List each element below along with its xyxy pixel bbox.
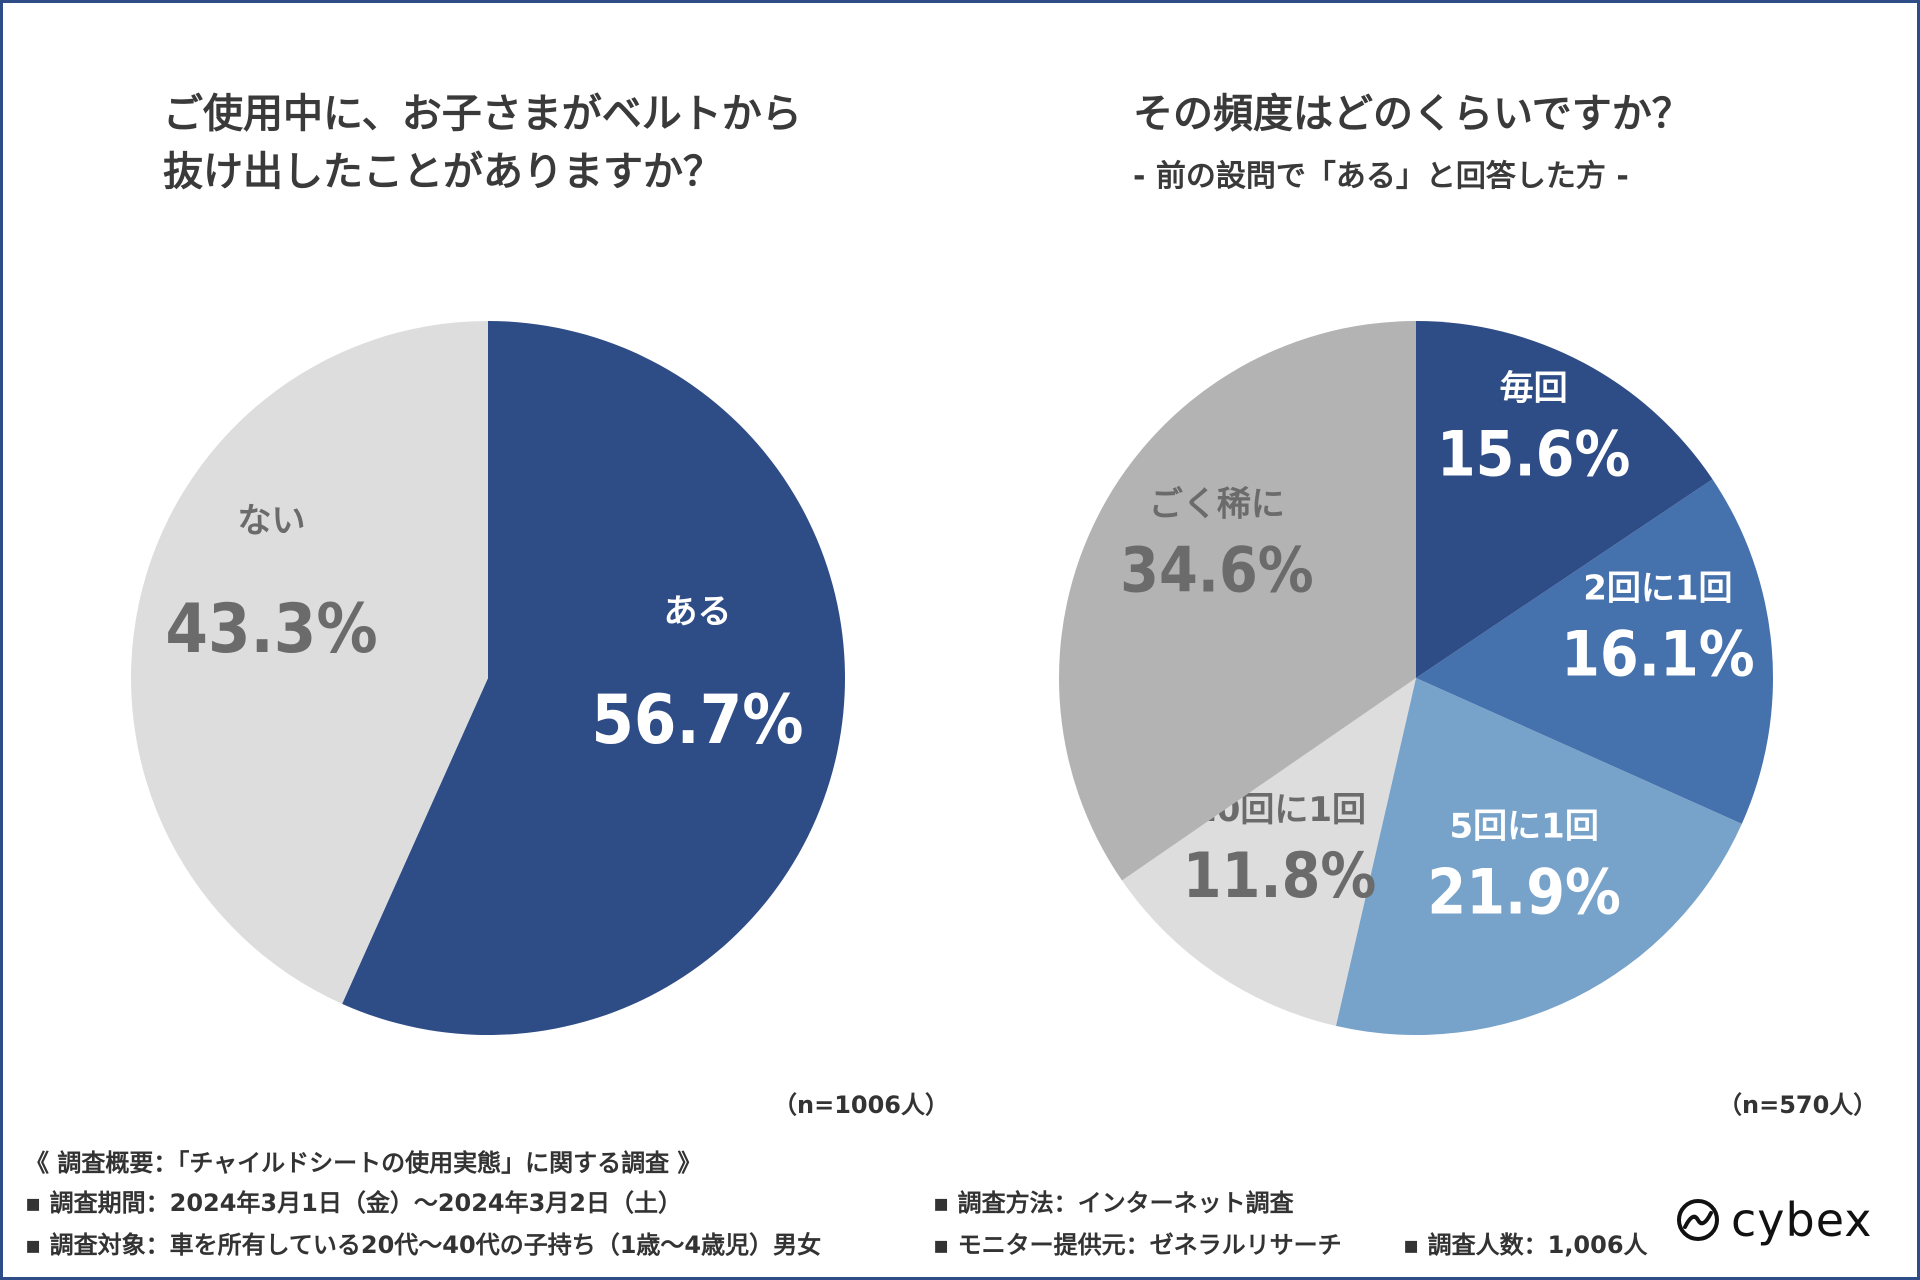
pie1-slice-1-label: ある [663,592,731,632]
pie2-slice-5 [1059,321,1416,881]
pie1-slice-2-label: ない [238,501,306,541]
survey-monitor: ▪ モニター提供元：ゼネラルリサーチ [933,1231,1342,1259]
right-title-line-1: その頻度はどのくらいですか？ [1133,91,1692,137]
pie-charts: ある 56.7% ない 43.3% 毎回 15.6% 2回に1回 16.1% 5回に1回 21.9… [131,321,1773,1036]
cybex-logo: cybex [1675,1193,1872,1247]
pie1-slice-2 [131,321,488,1004]
pie2-slice-1 [1416,321,1713,678]
right-chart-subtitle: - 前の設問で「ある」と回答した方 - [1133,159,1629,194]
survey-count: ▪ 調査人数：1,006人 [1403,1231,1648,1259]
pie2-slice-4-value: 11.8% [1183,839,1377,912]
pie2-slice-5-label: ごく稀に [1149,484,1285,524]
pie2-slice-2 [1416,479,1773,824]
pie2-slice-5-value: 34.6% [1120,533,1314,606]
pie1-slice-2-value: 43.3% [165,590,377,669]
pie2-slice-3 [1335,678,1742,1035]
pie2-slice-3-value: 21.9% [1427,855,1621,928]
pie1-slice-1-value: 56.7% [591,681,803,760]
left-title-line-2: 抜け出したことがありますか？ [163,149,723,195]
right-chart-title: その頻度はどのくらいですか？ [1133,85,1692,143]
left-title-line-1: ご使用中に、お子さまがベルトから [163,91,802,137]
cybex-logo-icon [1677,1199,1719,1241]
pie2-slice-1-label: 毎回 [1500,369,1568,409]
left-sample-size: （n=1006人） [773,1091,949,1119]
survey-target: ▪ 調査対象：車を所有している20代〜40代の子持ち（1歳〜4歳児）男女 [25,1231,822,1259]
pie2-slice-4 [1121,678,1416,1026]
survey-overview-heading: 《 調査概要：「チャイルドシートの使用実態」に関する調査 》 [25,1149,702,1177]
pie2-slice-1-value: 15.6% [1437,418,1631,491]
pie2-slice-3-label: 5回に1回 [1450,806,1599,846]
right-sample-size: （n=570人） [1718,1091,1878,1119]
pie2-slice-2-value: 16.1% [1561,617,1755,690]
pie2-slice-2-label: 2回に1回 [1583,568,1732,608]
survey-method: ▪ 調査方法：インターネット調査 [933,1189,1294,1217]
left-chart-title: ご使用中に、お子さまがベルトから 抜け出したことがありますか？ [163,85,802,201]
pie1-slice-1 [342,321,846,1036]
brand-name: cybex [1731,1193,1873,1247]
survey-period: ▪ 調査期間：2024年3月1日（金）〜2024年3月2日（土） [25,1189,683,1217]
